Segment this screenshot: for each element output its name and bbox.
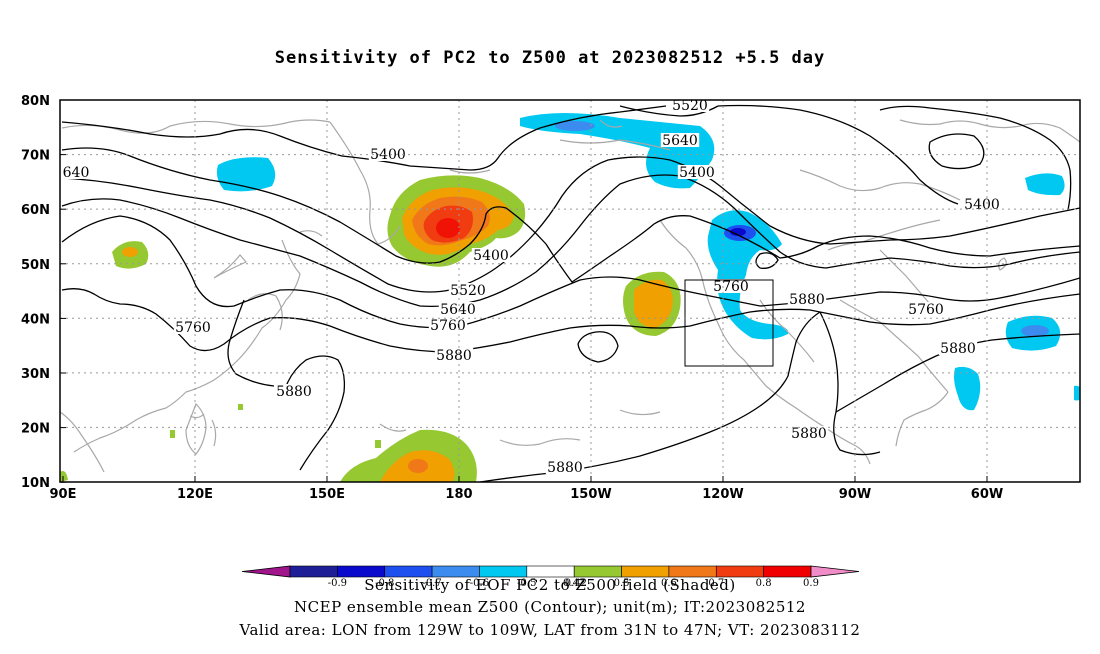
contour-label: 5400 xyxy=(473,248,509,264)
contour-label: 5880 xyxy=(436,348,472,364)
colorbar-tick-label: 0.42 xyxy=(563,578,585,589)
coastlines xyxy=(60,119,1080,473)
gridlines xyxy=(60,100,1080,482)
contour-label: 5880 xyxy=(547,460,583,476)
contour-label: 5880 xyxy=(791,426,827,442)
map-frame xyxy=(59,99,1081,483)
colorbar-max-arrow xyxy=(810,565,860,578)
y-tick-label: 70N xyxy=(21,149,50,164)
y-tick-label: 30N xyxy=(21,367,50,382)
y-tick-label: 20N xyxy=(21,422,50,437)
contour-label: 5520 xyxy=(450,283,486,299)
colorbar-tick-label: 0.5 xyxy=(614,578,630,589)
colorbar-tick-label: 0.8 xyxy=(756,578,772,589)
contour-label: 5400 xyxy=(679,165,715,181)
contour-label: 5880 xyxy=(276,384,312,400)
colorbar-tick-label: -0.8 xyxy=(375,578,394,589)
colorbar: -0.9 -0.8 -0.7 -0.6 -0.5 -0.420.42 0.5 0.6 0.7 0.… xyxy=(241,565,860,589)
y-tick-label: 40N xyxy=(21,312,50,327)
shaded-sensitivity xyxy=(60,113,1080,482)
map-frame-bg xyxy=(60,100,1080,482)
x-tick-label: 180 xyxy=(445,487,472,502)
x-tick-label: 90E xyxy=(50,487,77,502)
contour-label: 5640 xyxy=(440,302,476,318)
contour-label: 640 xyxy=(63,165,90,181)
contour-label: 5760 xyxy=(430,318,466,334)
colorbar-tick-label: -0.42 xyxy=(561,578,587,589)
x-tick-label: 90W xyxy=(839,487,871,502)
colorbar-tick-label: 0.7 xyxy=(708,578,724,589)
y-tick-label: 60N xyxy=(21,203,50,218)
footer-shaded-note: Sensitivity of EOF PC2 to Z500 field (Sh… xyxy=(364,576,736,594)
footer-valid-area: Valid area: LON from 129W to 109W, LAT f… xyxy=(239,621,861,639)
colorbar-tick-label: -0.9 xyxy=(328,578,347,589)
contour-labels: 5400552056405400540054006405520564057605… xyxy=(61,98,1002,476)
colorbar-tick-label: 0.9 xyxy=(803,578,819,589)
y-axis-ticks: 80N 70N 60N 50N 40N 30N 20N 10N xyxy=(21,94,66,491)
colorbar-tick-label: -0.6 xyxy=(470,578,489,589)
y-tick-label: 10N xyxy=(21,476,50,491)
map-title: Sensitivity of PC2 to Z500 at 2023082512… xyxy=(274,48,826,68)
contour-label: 5400 xyxy=(964,197,1000,213)
y-tick-label: 50N xyxy=(21,258,50,273)
x-tick-label: 120E xyxy=(177,487,213,502)
contour-label: 5760 xyxy=(908,302,944,318)
valid-area-box xyxy=(684,279,774,367)
x-axis-ticks: 90E 120E 150E 180 150W 120W 90W 60W xyxy=(50,476,1003,502)
x-tick-label: 60W xyxy=(971,487,1003,502)
contour-label: 5760 xyxy=(175,320,211,336)
contour-label: 5760 xyxy=(713,279,749,295)
z500-contours xyxy=(61,104,1080,482)
x-tick-label: 150W xyxy=(570,487,611,502)
colorbar-tick-label: -0.7 xyxy=(422,578,441,589)
x-tick-label: 150E xyxy=(309,487,345,502)
contour-label: 5520 xyxy=(672,98,708,114)
footer-contour-note: NCEP ensemble mean Z500 (Contour); unit(… xyxy=(294,598,806,616)
contour-label: 5880 xyxy=(789,292,825,308)
y-tick-label: 80N xyxy=(21,94,50,109)
contour-label: 5400 xyxy=(370,147,406,163)
colorbar-tick-label: 0.6 xyxy=(661,578,677,589)
x-tick-label: 120W xyxy=(702,487,743,502)
contour-label: 5880 xyxy=(940,341,976,357)
contour-label: 5640 xyxy=(662,133,698,149)
colorbar-tick-label: -0.5 xyxy=(517,578,536,589)
